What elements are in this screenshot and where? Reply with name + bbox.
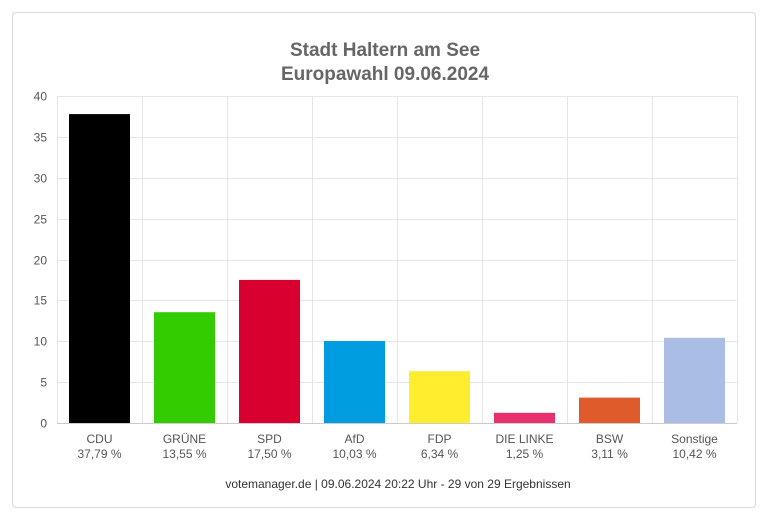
bar-bsw[interactable] [579, 397, 640, 423]
chart-title: Stadt Haltern am See [290, 40, 480, 61]
bar-cdu[interactable] [69, 114, 130, 423]
x-category-label: FDP [428, 432, 452, 446]
y-tick-label: 30 [34, 172, 48, 186]
bars [69, 114, 725, 423]
x-value-label: 10,42 % [672, 447, 716, 461]
bar-afd[interactable] [324, 341, 385, 423]
x-value-label: 3,11 % [591, 447, 628, 461]
x-category-label: AfD [344, 432, 364, 446]
y-tick-label: 10 [34, 335, 48, 349]
x-category-label: DIE LINKE [495, 432, 553, 446]
y-tick-label: 40 [34, 90, 48, 104]
y-tick-label: 5 [40, 376, 47, 390]
chart-footer: votemanager.de | 09.06.2024 20:22 Uhr - … [225, 477, 570, 491]
chart-subtitle: Europawahl 09.06.2024 [281, 64, 489, 85]
grid-lines [57, 96, 738, 424]
bar-sonstige[interactable] [664, 337, 725, 423]
x-value-label: 10,03 % [332, 447, 376, 461]
x-category-label: GRÜNE [163, 432, 206, 446]
x-value-label: 17,50 % [247, 447, 291, 461]
y-tick-label: 0 [40, 417, 47, 431]
y-tick-label: 25 [34, 213, 48, 227]
x-category-label: SPD [257, 432, 282, 446]
y-tick-label: 15 [34, 294, 48, 308]
y-tick-label: 35 [34, 131, 48, 145]
bar-gr-ne[interactable] [154, 312, 215, 423]
bar-fdp[interactable] [409, 371, 470, 423]
x-category-label: Sonstige [671, 432, 718, 446]
x-value-label: 1,25 % [506, 447, 544, 461]
y-tick-label: 20 [34, 254, 48, 268]
x-value-label: 37,79 % [77, 447, 121, 461]
x-value-label: 6,34 % [421, 447, 459, 461]
bar-die-linke[interactable] [494, 412, 555, 423]
bar-spd[interactable] [239, 279, 300, 423]
x-category-label: BSW [596, 432, 624, 446]
x-category-label: CDU [87, 432, 113, 446]
y-axis: 0 5 10 15 20 25 30 35 40 [34, 90, 48, 431]
x-value-label: 13,55 % [162, 447, 206, 461]
